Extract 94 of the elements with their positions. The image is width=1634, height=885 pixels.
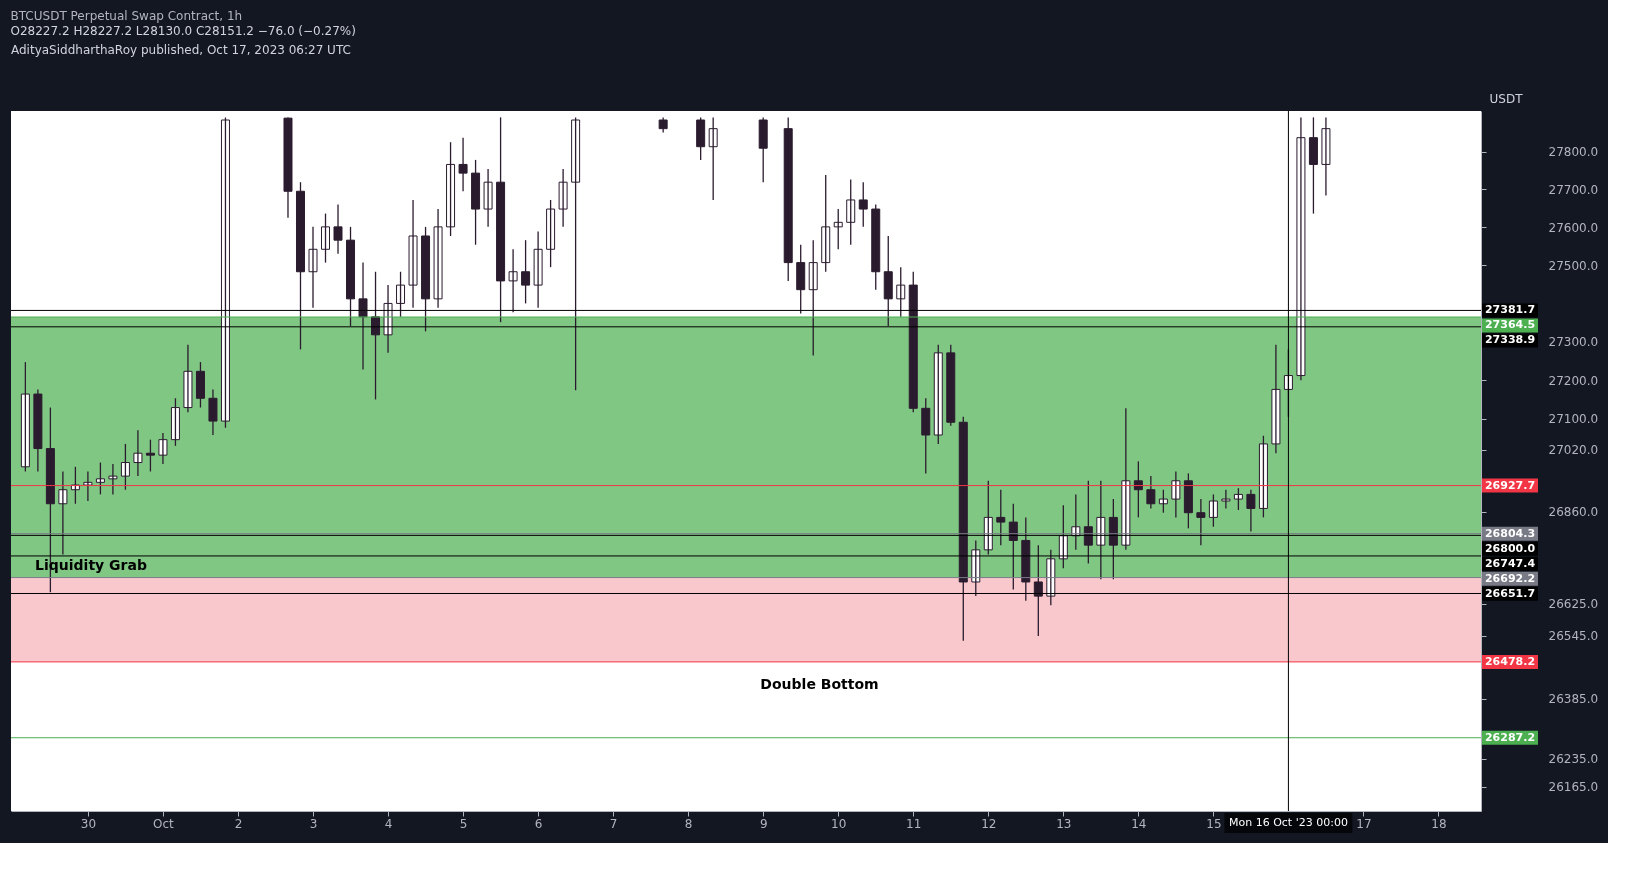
candlestick <box>1233 487 1243 511</box>
y-tick-label: 27100.0 <box>1548 412 1599 427</box>
x-tick-label: 4 <box>384 816 393 831</box>
y-tick-label: 27200.0 <box>1548 373 1599 388</box>
candlestick <box>1196 498 1206 546</box>
candlestick <box>108 463 118 496</box>
candlestick <box>946 344 956 427</box>
y-tick-label: 26235.0 <box>1548 752 1599 767</box>
y-tick-label: 26625.0 <box>1548 597 1599 612</box>
candlestick <box>1158 489 1168 514</box>
ref-line-label: 27338.9 <box>1484 333 1536 347</box>
candlestick <box>333 203 343 255</box>
y-tick-label: 27700.0 <box>1548 182 1599 197</box>
candlestick <box>921 397 931 475</box>
candlestick <box>521 239 531 305</box>
candlestick <box>996 489 1006 546</box>
x-tick-label: 8 <box>684 816 693 831</box>
candlestick <box>283 116 293 219</box>
candlestick <box>1246 489 1256 533</box>
y-tick-label: 27600.0 <box>1548 220 1599 235</box>
candlestick <box>483 168 493 228</box>
candlestick <box>58 470 68 556</box>
ref-line-label: 26747.4 <box>1484 556 1536 570</box>
x-tick-label: 17 <box>1356 816 1372 831</box>
candlestick <box>1208 493 1218 528</box>
candlestick <box>858 181 868 228</box>
x-tick-label: Oct <box>153 816 175 831</box>
candlestick <box>458 137 468 192</box>
candlestick <box>1146 475 1156 510</box>
x-tick-label: 5 <box>459 816 468 831</box>
candlestick <box>1308 116 1318 215</box>
candlestick <box>120 443 130 491</box>
y-tick-label: 26165.0 <box>1548 780 1599 795</box>
x-tick-label: 7 <box>609 816 618 831</box>
candlestick <box>571 116 581 391</box>
candlestick <box>208 388 218 436</box>
x-tick-label: 14 <box>1131 816 1147 831</box>
candlestick <box>896 266 906 318</box>
y-tick-label: 27020.0 <box>1548 443 1599 458</box>
candlestick <box>758 116 768 183</box>
candlestick <box>846 178 856 246</box>
candlestick <box>696 116 706 161</box>
candlestick <box>833 208 843 250</box>
x-tick-label: 15 <box>1206 816 1222 831</box>
candlestick <box>821 174 831 273</box>
ref-line-label: 26804.3 <box>1484 526 1536 540</box>
chart-subtitle: O28227.2 H28227.2 L28130.0 C28151.2 −76.0 (−0.27%) <box>10 24 356 38</box>
ref-line-label: 26800.0 <box>1484 541 1536 555</box>
chart-title: BTCUSDT Perpetual Swap Contract, 1h <box>10 9 243 23</box>
candlestick <box>1271 344 1281 454</box>
ref-line-label: Mon 16 Oct '23 00:00 <box>1228 816 1348 829</box>
candlestick <box>471 159 481 246</box>
ref-line-label: 26478.2 <box>1484 654 1536 668</box>
candlestick <box>446 141 456 237</box>
ref-line-label: 26927.7 <box>1484 478 1536 492</box>
y-axis-title: USDT <box>1489 91 1524 106</box>
candlestick <box>321 212 331 264</box>
candlestick <box>1221 489 1231 510</box>
ref-line-label: 26651.7 <box>1484 586 1536 600</box>
x-tick-label: 3 <box>309 816 318 831</box>
x-tick-label: 12 <box>981 816 997 831</box>
x-tick-label: 9 <box>759 816 768 831</box>
x-tick-label: 2 <box>234 816 243 831</box>
x-tick-label: 13 <box>1056 816 1072 831</box>
x-tick-label: 6 <box>534 816 543 831</box>
candlestick <box>546 199 556 268</box>
y-tick-label: 26385.0 <box>1548 692 1599 707</box>
candlestick <box>408 199 418 309</box>
ref-line-label: 27364.5 <box>1484 318 1536 332</box>
x-tick-label: 10 <box>831 816 847 831</box>
y-tick-label: 26545.0 <box>1548 629 1599 644</box>
candlestick <box>145 439 155 473</box>
candlestick <box>933 344 943 445</box>
candlestick <box>33 388 43 473</box>
candlestick <box>508 248 518 313</box>
annotation: Double Bottom <box>760 676 879 692</box>
x-tick-label: 30 <box>80 816 97 831</box>
ref-line-label: 27381.7 <box>1484 303 1536 317</box>
y-tick-label: 26860.0 <box>1548 505 1599 520</box>
y-tick-label: 27500.0 <box>1548 258 1599 273</box>
ref-line-label: 26692.2 <box>1484 571 1536 585</box>
candlestick <box>533 230 543 309</box>
candlestick <box>396 271 406 318</box>
candlestick <box>558 168 568 228</box>
y-tick-label: 27300.0 <box>1548 335 1599 350</box>
x-tick-label: 11 <box>906 816 922 831</box>
candlestick <box>158 432 168 465</box>
candlestick <box>95 461 105 496</box>
candlestick <box>871 203 881 291</box>
text: AdityaSiddharthaRoy published, Oct 17, 2023 06:27 UTC <box>11 43 351 57</box>
candlestick <box>1321 116 1331 197</box>
x-tick-label: 18 <box>1431 816 1447 831</box>
ref-line-label: 26287.2 <box>1484 730 1536 744</box>
y-tick-label: 27800.0 <box>1548 145 1599 160</box>
